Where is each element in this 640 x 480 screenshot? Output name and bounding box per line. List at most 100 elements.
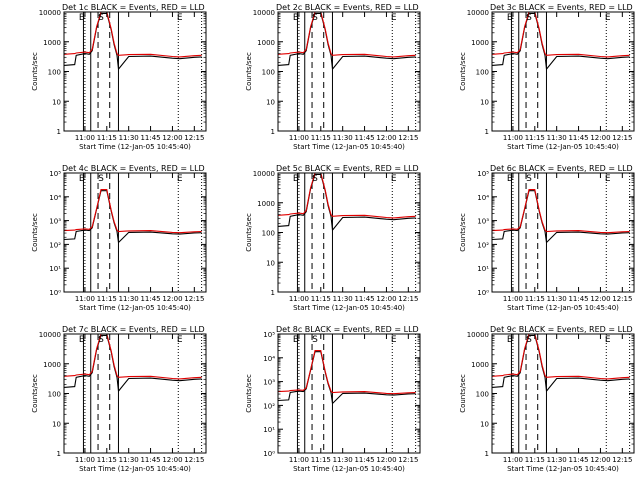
x-axis-label: Start Time (12-Jan-05 10:45:40) xyxy=(79,304,191,312)
y-tick-label: 10000 xyxy=(39,9,61,17)
y-tick-label: 100 xyxy=(262,230,275,238)
x-tick-label: 12:15 xyxy=(612,134,632,142)
marker-e: E xyxy=(391,13,397,23)
x-tick-label: 11:30 xyxy=(333,456,353,464)
y-tick-label: 10⁵ xyxy=(263,331,275,339)
x-tick-label: 12:15 xyxy=(612,456,632,464)
x-tick-label: 11:00 xyxy=(503,456,523,464)
plot-frame xyxy=(63,11,207,132)
marker-s: S xyxy=(98,335,104,345)
y-axis-label: Counts/sec xyxy=(459,52,467,91)
marker-e: E xyxy=(177,13,183,23)
plot-frame xyxy=(63,333,207,454)
x-axis-label: Start Time (12-Jan-05 10:45:40) xyxy=(293,143,405,151)
y-tick-label: 10 xyxy=(52,98,61,106)
x-tick-label: 11:15 xyxy=(311,295,331,303)
x-tick-label: 12:00 xyxy=(162,295,182,303)
x-tick-label: 11:15 xyxy=(97,134,117,142)
y-axis-label: Counts/sec xyxy=(31,52,39,91)
y-axis-label: Counts/sec xyxy=(31,213,39,252)
y-tick-label: 10 xyxy=(266,259,275,267)
x-tick-label: 11:45 xyxy=(568,456,588,464)
marker-b: B xyxy=(79,13,85,23)
y-tick-label: 10¹ xyxy=(477,265,489,273)
y-tick-label: 1 xyxy=(271,289,275,297)
x-tick-label: 12:00 xyxy=(590,295,610,303)
x-tick-label: 11:45 xyxy=(354,456,374,464)
x-tick-label: 11:00 xyxy=(503,134,523,142)
y-tick-label: 10² xyxy=(263,402,275,410)
plot-frame xyxy=(277,11,421,132)
panel-title: Det 8c BLACK = Events, RED = LLD xyxy=(276,325,419,334)
x-tick-label: 12:00 xyxy=(162,456,182,464)
plot-frame xyxy=(277,333,421,454)
x-tick-label: 11:15 xyxy=(525,456,545,464)
marker-e: E xyxy=(605,335,611,345)
x-tick-label: 12:15 xyxy=(398,134,418,142)
series-lld-line xyxy=(63,333,202,380)
y-tick-label: 10⁴ xyxy=(477,194,489,202)
marker-s: S xyxy=(526,335,532,345)
x-tick-label: 11:30 xyxy=(119,295,139,303)
panel-title: Det 6c BLACK = Events, RED = LLD xyxy=(490,164,633,173)
x-tick-label: 11:00 xyxy=(75,456,95,464)
x-tick-label: 11:00 xyxy=(503,295,523,303)
y-tick-label: 10⁵ xyxy=(477,170,489,178)
plot-frame xyxy=(491,11,635,132)
x-tick-label: 12:15 xyxy=(612,295,632,303)
series-lld-line xyxy=(491,189,630,234)
panel-title: Det 2c BLACK = Events, RED = LLD xyxy=(276,3,419,12)
y-axis-label: Counts/sec xyxy=(245,52,253,91)
x-axis-label: Start Time (12-Jan-05 10:45:40) xyxy=(507,143,619,151)
x-tick-label: 11:30 xyxy=(333,134,353,142)
series-lld-line xyxy=(277,350,416,395)
y-tick-label: 10³ xyxy=(49,218,61,226)
y-tick-label: 10 xyxy=(480,420,489,428)
x-tick-label: 12:15 xyxy=(184,134,204,142)
y-tick-label: 1000 xyxy=(43,39,61,47)
y-axis-label: Counts/sec xyxy=(245,213,253,252)
x-tick-label: 11:30 xyxy=(547,456,567,464)
marker-s: S xyxy=(526,174,532,184)
x-tick-label: 11:45 xyxy=(354,134,374,142)
marker-e: E xyxy=(605,174,611,184)
marker-b: B xyxy=(507,335,513,345)
x-axis-label: Start Time (12-Jan-05 10:45:40) xyxy=(507,304,619,312)
marker-b: B xyxy=(293,13,299,23)
x-axis-label: Start Time (12-Jan-05 10:45:40) xyxy=(79,465,191,473)
marker-b: B xyxy=(79,174,85,184)
marker-e: E xyxy=(391,174,397,184)
x-tick-label: 12:15 xyxy=(398,295,418,303)
marker-s: S xyxy=(98,13,104,23)
marker-e: E xyxy=(605,13,611,23)
y-tick-label: 1000 xyxy=(471,39,489,47)
series-lld-line xyxy=(63,189,202,234)
y-tick-label: 10 xyxy=(266,98,275,106)
y-tick-label: 10⁴ xyxy=(49,194,61,202)
x-tick-label: 12:00 xyxy=(376,456,396,464)
y-tick-label: 10000 xyxy=(39,331,61,339)
x-tick-label: 11:45 xyxy=(140,456,160,464)
y-tick-label: 10 xyxy=(480,98,489,106)
x-tick-label: 11:45 xyxy=(354,295,374,303)
x-axis-label: Start Time (12-Jan-05 10:45:40) xyxy=(293,304,405,312)
y-tick-label: 1 xyxy=(271,128,275,136)
y-tick-label: 100 xyxy=(48,69,61,77)
x-tick-label: 11:45 xyxy=(568,295,588,303)
y-tick-label: 10² xyxy=(477,241,489,249)
y-tick-label: 100 xyxy=(476,69,489,77)
y-axis-label: Counts/sec xyxy=(31,374,39,413)
marker-e: E xyxy=(177,335,183,345)
y-tick-label: 10000 xyxy=(253,9,275,17)
panel-title: Det 9c BLACK = Events, RED = LLD xyxy=(490,325,633,334)
y-tick-label: 10³ xyxy=(263,379,275,387)
series-events-line xyxy=(277,351,416,405)
marker-s: S xyxy=(312,174,318,184)
